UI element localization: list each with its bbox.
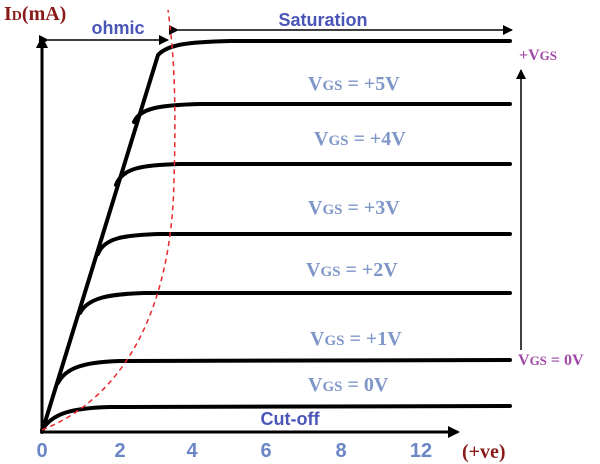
curve-vgs-plus-4v — [132, 102, 512, 124]
vgs-max-label: +VGS — [519, 47, 557, 64]
ohmic-saturation-boundary — [41, 9, 176, 431]
y-axis-title: ID(mA) — [4, 3, 66, 25]
curve-label-vgs-plus-2v: VGS = +2V — [306, 259, 398, 281]
vgs-zero-label: VGS = 0V — [518, 352, 584, 369]
saturation-label: Saturation — [278, 10, 367, 30]
curve-label-vgs-plus-5v: VGS = +5V — [308, 73, 400, 95]
x-tick-label: 2 — [114, 440, 125, 462]
cutoff-label: Cut-off — [261, 409, 321, 429]
curve-vgs-plus-2v — [96, 232, 512, 256]
x-tick-label: 6 — [260, 440, 271, 462]
x-tick-label: 12 — [410, 440, 432, 462]
curve-vgs-0v — [56, 358, 512, 385]
curve-label-vgs-plus-4v: VGS = +4V — [314, 128, 406, 150]
x-tick-label: 4 — [186, 440, 198, 462]
drain-curves — [40, 39, 512, 434]
curve-vgs-plus-1v — [78, 291, 512, 315]
curve-label-vgs-0v: VGS = 0V — [308, 374, 389, 396]
x-tick-labels: 0 2 4 6 8 12 — [36, 440, 432, 462]
curve-vgs-plus-3v — [114, 162, 512, 187]
curve-cutoff — [40, 404, 512, 432]
x-tick-label: 0 — [36, 440, 47, 462]
curve-vgs-plus-5v-upper — [40, 39, 512, 434]
ohmic-label: ohmic — [91, 18, 144, 38]
x-tick-label: 8 — [335, 440, 346, 462]
x-axis-end-label: (+ve) — [462, 441, 506, 463]
curve-label-vgs-plus-1v: VGS = +1V — [310, 328, 402, 350]
curve-label-vgs-plus-3v: VGS = +3V — [308, 197, 400, 219]
